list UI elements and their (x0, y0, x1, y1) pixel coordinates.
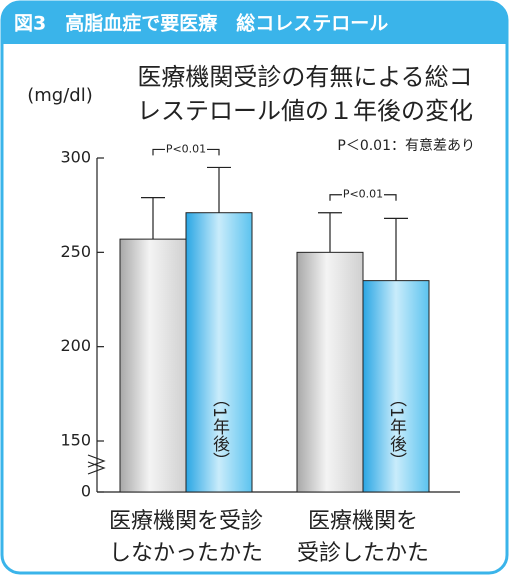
y-tick-label: 0 (81, 482, 91, 501)
y-tick-label: 300 (60, 148, 91, 167)
significance-label: P<0.01 (343, 188, 383, 201)
y-tick-label: 150 (60, 431, 91, 450)
significance-bracket (152, 148, 220, 156)
y-tick-label: 250 (60, 242, 91, 261)
bar (119, 238, 187, 493)
x-tick-label: 医療機関を受診 (109, 509, 263, 534)
unit-label: (mg/dl) (27, 85, 93, 106)
header-bar (2, 2, 507, 44)
error-bar (207, 166, 231, 213)
title-line: 医療機関受診の有無による総コ (137, 63, 472, 91)
significance-bracket (329, 194, 397, 201)
series-label: （1年後） (386, 390, 407, 469)
x-tick-label: 医療機関を (308, 509, 418, 534)
axis-break (87, 454, 106, 475)
error-bar (318, 212, 342, 253)
bar (296, 251, 364, 493)
bar (362, 280, 430, 493)
y-tick-label: 200 (60, 336, 91, 355)
title-line: レステロール値の１年後の変化 (137, 97, 473, 125)
series-label: （1年後） (209, 390, 230, 469)
bar (185, 212, 253, 493)
header: 図3 高脂血症で要医療 総コレステロール (14, 12, 388, 35)
x-tick-label: しなかったかた (109, 541, 263, 566)
x-tick-label: 受診したかた (297, 541, 429, 566)
note: P＜0.01：有意差あり (337, 137, 475, 154)
significance-label: P<0.01 (166, 142, 206, 155)
error-bar (384, 217, 408, 281)
error-bar (141, 197, 165, 240)
